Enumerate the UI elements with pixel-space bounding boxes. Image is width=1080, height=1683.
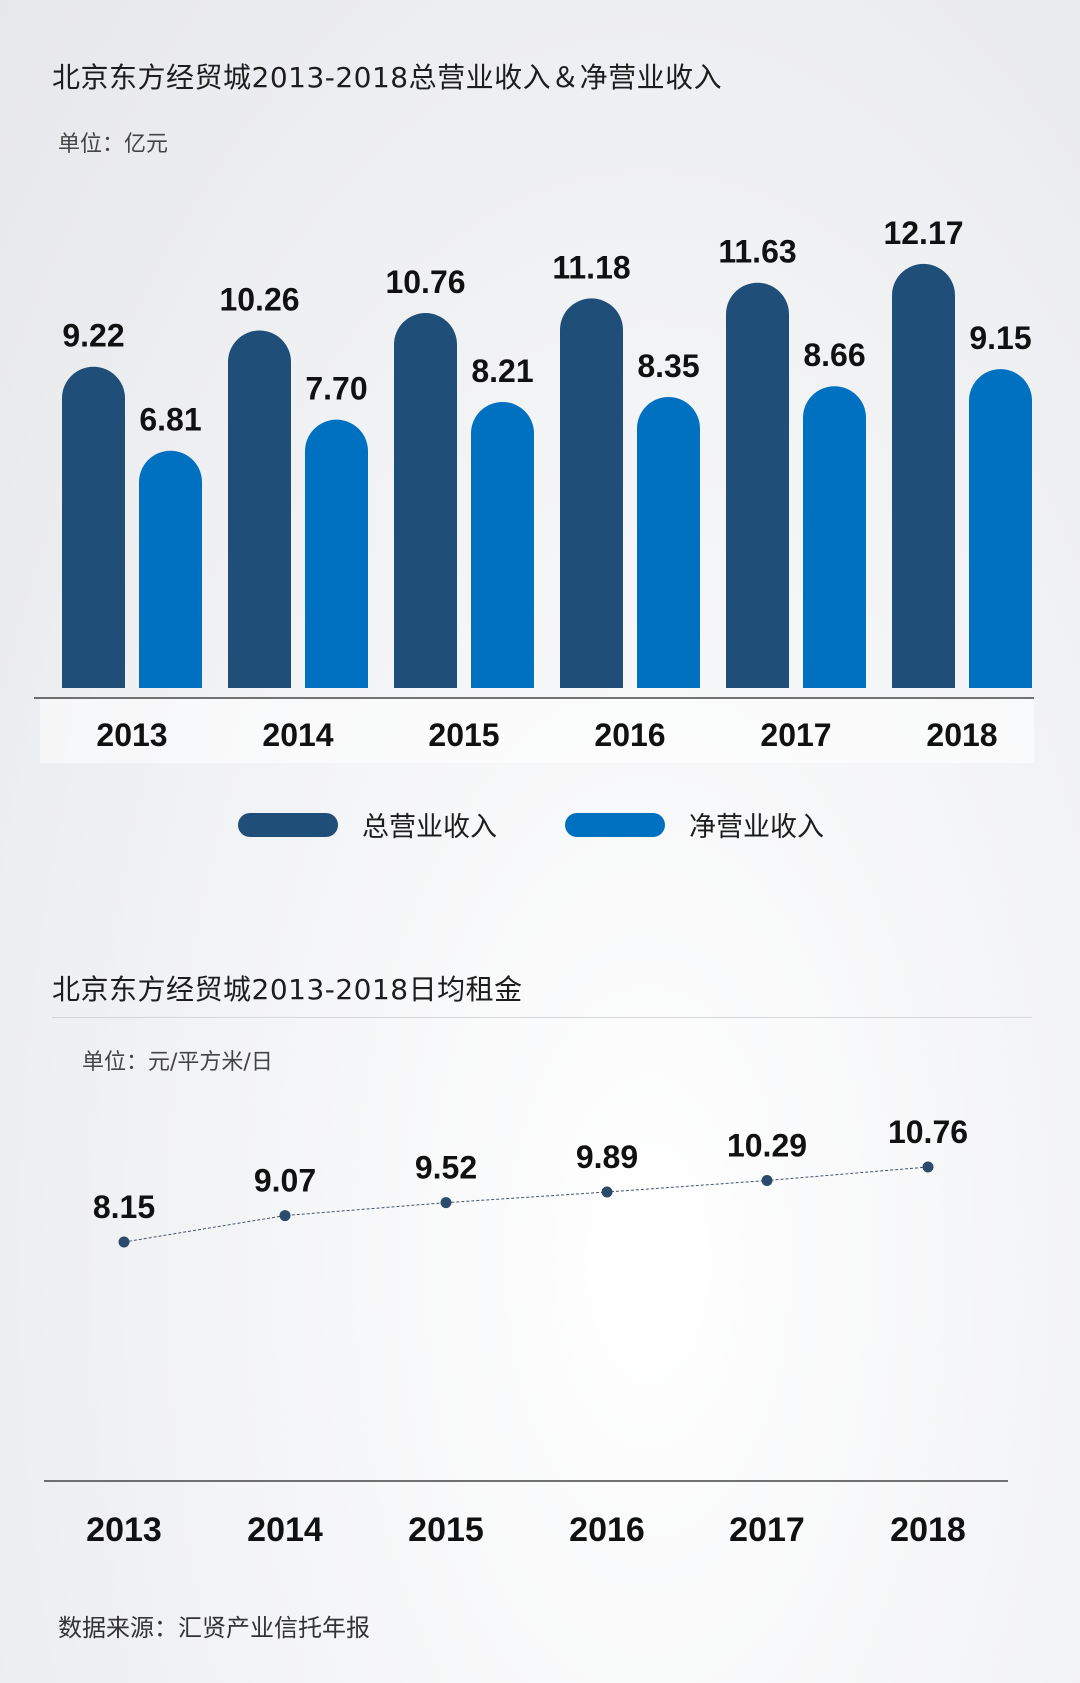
legend-swatch-net-revenue <box>565 812 665 837</box>
legend-item-net-revenue: 净营业收入 <box>565 805 824 844</box>
data-label-net-2017: 8.66 <box>803 337 865 373</box>
data-label-net-2013: 6.81 <box>139 402 201 438</box>
bar-net-2016 <box>637 397 700 688</box>
data-label-total-2016: 11.18 <box>552 249 630 285</box>
x-tick-label-2017: 2017 <box>760 717 831 753</box>
data-label-net-2015: 8.21 <box>471 353 533 389</box>
legend-swatch-total-revenue <box>238 812 338 837</box>
rent-series-line <box>123 1166 929 1243</box>
bar-net-2017 <box>803 386 866 688</box>
chart1-legend: 总营业收入 净营业收入 <box>0 805 1080 845</box>
x-tick-label-2016: 2016 <box>594 717 665 753</box>
rent-point-2013 <box>118 1236 130 1248</box>
bar-total-2017 <box>726 282 789 688</box>
data-label-net-2018: 9.15 <box>969 320 1031 356</box>
x-tick-label-2-2014: 2014 <box>247 1511 323 1549</box>
chart2-title: 北京东方经贸城2013-2018日均租金 <box>52 973 523 1006</box>
bar-total-2014 <box>228 330 291 688</box>
x-tick-label-2018: 2018 <box>926 717 997 753</box>
data-label-total-2013: 9.22 <box>62 318 124 354</box>
data-label-net-2014: 7.70 <box>305 371 367 407</box>
x-tick-label-2014: 2014 <box>262 717 333 753</box>
chart2-title-divider <box>52 1017 1032 1018</box>
rent-point-2016 <box>601 1186 613 1198</box>
bar-net-2013 <box>139 450 202 688</box>
x-tick-label-2015: 2015 <box>428 717 499 753</box>
rent-point-2018 <box>922 1161 934 1173</box>
bar-total-2013 <box>62 366 125 688</box>
bar-total-2016 <box>560 298 623 688</box>
rent-data-label-2015: 9.52 <box>415 1150 477 1186</box>
rent-point-2017 <box>761 1175 773 1187</box>
x-tick-label-2-2015: 2015 <box>408 1511 484 1549</box>
rent-data-label-2018: 10.76 <box>888 1114 968 1150</box>
x-tick-label-2-2016: 2016 <box>569 1511 645 1549</box>
legend-item-total-revenue: 总营业收入 <box>238 805 497 844</box>
data-source-note: 数据来源：汇贤产业信托年报 <box>58 1614 370 1642</box>
data-label-net-2016: 8.35 <box>637 348 699 384</box>
bar-total-2015 <box>394 313 457 688</box>
x-tick-label-2013: 2013 <box>96 717 167 753</box>
x-tick-label-2-2013: 2013 <box>86 1511 162 1549</box>
data-label-total-2014: 10.26 <box>219 281 299 317</box>
data-label-total-2018: 12.17 <box>883 215 963 251</box>
chart1-title: 北京东方经贸城2013-2018总营业收入＆净营业收入 <box>52 61 723 94</box>
bar-total-2018 <box>892 263 955 688</box>
rent-data-label-2017: 10.29 <box>727 1128 807 1164</box>
revenue-bar-chart: 9.22 6.81 2013 10.26 7.70 2014 10.76 8.21 2015 11… <box>34 215 1034 753</box>
chart1-unit-label: 单位：亿元 <box>58 132 169 157</box>
data-label-total-2015: 10.76 <box>385 264 465 300</box>
rent-data-label-2013: 8.15 <box>93 1189 155 1225</box>
legend-label-net-revenue: 净营业收入 <box>689 812 824 843</box>
x-tick-label-2-2018: 2018 <box>890 1511 966 1549</box>
chart1-axis-band <box>40 697 1034 763</box>
bar-net-2014 <box>305 419 368 688</box>
legend-label-total-revenue: 总营业收入 <box>362 812 497 843</box>
daily-rent-line-chart: 8.15 9.07 9.52 9.89 10.29 10.76 2013 2014 2015 20… <box>44 1114 1008 1549</box>
rent-point-2015 <box>440 1197 452 1209</box>
rent-data-label-2014: 9.07 <box>254 1163 316 1199</box>
rent-data-label-2016: 9.89 <box>576 1139 638 1175</box>
x-tick-label-2-2017: 2017 <box>729 1511 805 1549</box>
chart2-unit-label: 单位：元/平方米/日 <box>82 1050 273 1075</box>
bar-net-2018 <box>969 369 1032 688</box>
bar-net-2015 <box>471 401 534 688</box>
data-label-total-2017: 11.63 <box>718 234 796 270</box>
rent-point-2014 <box>279 1210 291 1222</box>
